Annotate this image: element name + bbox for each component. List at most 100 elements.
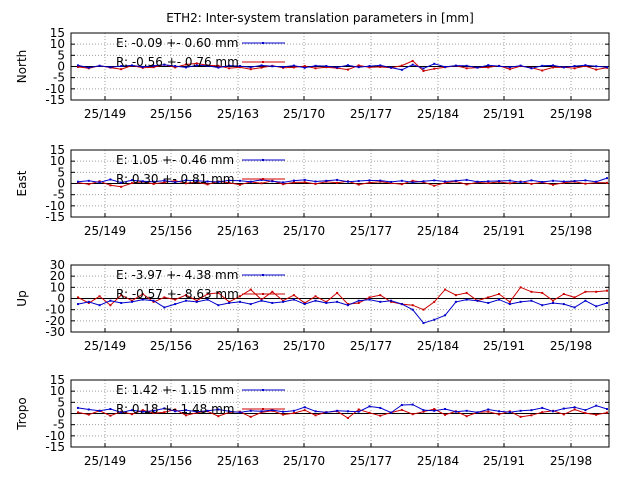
data-point <box>282 65 285 68</box>
data-point <box>595 290 598 293</box>
data-point <box>249 303 252 306</box>
data-point <box>217 64 220 67</box>
data-point <box>120 301 123 304</box>
data-point <box>411 179 414 182</box>
data-point <box>325 66 328 69</box>
y-tick-label: -20 <box>45 314 65 328</box>
data-point <box>303 301 306 304</box>
data-point <box>98 409 101 412</box>
data-point <box>476 411 479 414</box>
data-point <box>444 180 447 183</box>
data-point <box>271 65 274 68</box>
data-point <box>238 179 241 182</box>
data-point <box>357 66 360 69</box>
data-point <box>98 64 101 67</box>
data-point <box>303 66 306 69</box>
data-point <box>444 288 447 291</box>
data-point <box>109 408 112 411</box>
data-point <box>379 64 382 67</box>
x-tick-label: 25/191 <box>483 339 525 353</box>
data-point <box>141 410 144 413</box>
data-point <box>292 409 295 412</box>
data-point <box>130 300 133 303</box>
legend-label-e: E: 1.05 +- 0.46 mm <box>116 153 234 167</box>
x-tick-label: 25/198 <box>550 107 592 121</box>
data-point <box>314 299 317 302</box>
data-point <box>400 183 403 186</box>
data-point <box>379 179 382 182</box>
data-point <box>508 68 511 71</box>
data-point <box>184 294 187 297</box>
data-point <box>163 296 166 299</box>
data-point <box>357 408 360 411</box>
data-point <box>98 181 101 184</box>
y-tick-label: 10 <box>50 37 65 51</box>
data-point <box>249 415 252 418</box>
data-point <box>519 415 522 418</box>
data-point <box>109 414 112 417</box>
y-tick-label: 15 <box>50 26 65 40</box>
data-point <box>487 410 490 413</box>
x-tick-label: 25/149 <box>84 454 126 468</box>
data-point <box>444 181 447 184</box>
data-point <box>77 296 79 299</box>
data-point <box>606 177 608 180</box>
data-point <box>228 411 231 414</box>
data-point <box>422 410 425 413</box>
data-point <box>530 299 533 302</box>
x-tick-label: 25/163 <box>217 454 259 468</box>
data-point <box>390 300 393 303</box>
series-line-e <box>77 177 608 184</box>
x-tick-label: 25/163 <box>217 339 259 353</box>
y-tick-label: 15 <box>50 373 65 387</box>
data-point <box>98 304 101 307</box>
data-point <box>465 409 468 412</box>
data-point <box>195 410 198 413</box>
data-point <box>411 308 414 311</box>
x-tick-label: 25/156 <box>150 339 192 353</box>
data-point <box>530 179 533 182</box>
data-point <box>238 183 241 186</box>
data-point <box>584 179 587 182</box>
data-point <box>87 301 90 304</box>
x-tick-label: 25/177 <box>350 454 392 468</box>
data-point <box>325 179 328 182</box>
data-point <box>141 409 144 412</box>
x-tick-label: 25/177 <box>350 107 392 121</box>
data-point <box>476 66 479 69</box>
data-point <box>87 300 90 303</box>
data-point <box>249 409 252 412</box>
data-point <box>292 179 295 182</box>
x-tick-label: 25/198 <box>550 339 592 353</box>
data-point <box>541 291 544 294</box>
data-point <box>552 179 555 182</box>
data-point <box>368 411 371 414</box>
y-tick-label: 15 <box>50 143 65 157</box>
data-point <box>109 304 112 307</box>
legend-marker <box>262 159 264 161</box>
data-point <box>109 178 112 181</box>
data-point <box>120 65 123 68</box>
data-point <box>379 406 382 409</box>
data-point <box>411 413 414 416</box>
data-point <box>465 178 468 181</box>
data-point <box>411 403 414 406</box>
data-point <box>422 180 425 183</box>
data-point <box>487 301 490 304</box>
data-point <box>271 301 274 304</box>
data-point <box>444 314 447 317</box>
x-tick-label: 25/156 <box>150 107 192 121</box>
data-point <box>314 64 317 67</box>
data-point <box>282 410 285 413</box>
data-point <box>249 66 252 69</box>
data-point <box>163 179 166 182</box>
data-point <box>562 413 565 416</box>
data-point <box>238 411 241 414</box>
data-point <box>465 64 468 67</box>
data-point <box>282 299 285 302</box>
data-point <box>206 409 209 412</box>
data-point <box>325 65 328 68</box>
data-point <box>519 409 522 412</box>
data-point <box>174 303 177 306</box>
data-point <box>130 64 133 67</box>
